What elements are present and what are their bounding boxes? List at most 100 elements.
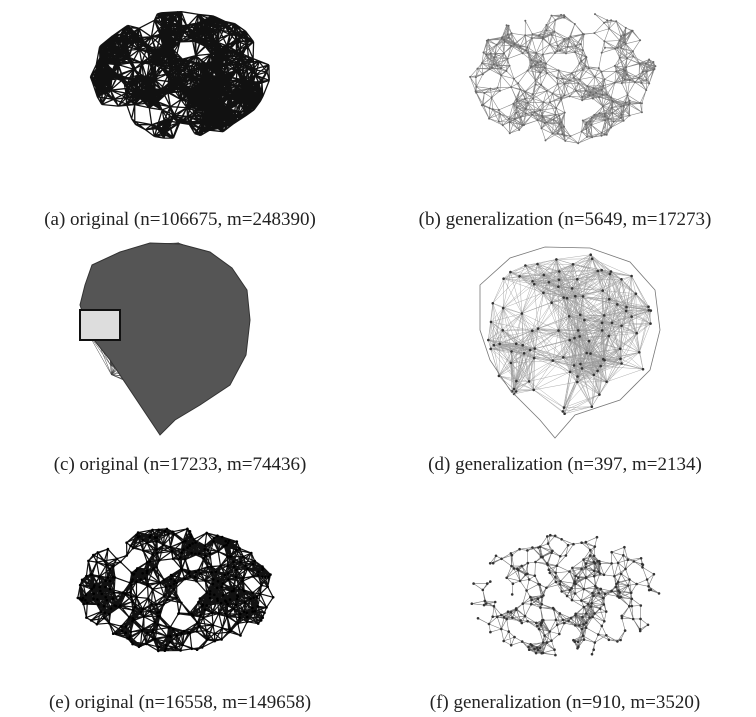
node — [141, 608, 144, 611]
node — [555, 619, 558, 622]
node — [569, 135, 571, 137]
node — [576, 278, 579, 281]
node — [535, 652, 538, 655]
node — [634, 81, 636, 83]
node — [131, 617, 134, 620]
node — [173, 533, 176, 536]
node — [621, 82, 623, 84]
graph-e — [77, 528, 275, 653]
node — [578, 335, 581, 338]
node — [232, 560, 235, 563]
node — [619, 57, 621, 59]
node — [220, 586, 223, 589]
node — [652, 69, 654, 71]
caption: (b) generalization (n=5649, m=17273) — [419, 209, 712, 230]
node — [591, 405, 594, 408]
node — [503, 616, 506, 619]
node — [625, 66, 627, 68]
node — [239, 613, 242, 616]
node — [632, 50, 634, 52]
node — [199, 597, 202, 600]
node — [144, 577, 147, 580]
node — [563, 83, 565, 85]
node — [539, 606, 542, 609]
node — [580, 568, 583, 571]
node — [592, 98, 594, 100]
node — [600, 269, 603, 272]
node — [561, 133, 563, 135]
node — [481, 104, 483, 106]
node — [155, 540, 158, 543]
node — [601, 89, 603, 91]
node — [521, 622, 524, 625]
node — [154, 621, 157, 624]
node — [635, 292, 638, 295]
node — [100, 610, 103, 613]
node — [582, 623, 585, 626]
node — [507, 630, 510, 633]
node — [104, 586, 107, 589]
node — [518, 275, 521, 278]
node — [560, 121, 562, 123]
node — [238, 547, 241, 550]
node — [554, 52, 556, 54]
node — [147, 597, 150, 600]
node — [620, 573, 623, 576]
node — [192, 614, 195, 617]
node — [526, 46, 528, 48]
node — [604, 47, 606, 49]
node — [164, 530, 167, 533]
node — [490, 321, 493, 324]
node — [542, 101, 544, 103]
node — [519, 88, 521, 90]
node — [518, 548, 521, 551]
node — [623, 34, 625, 36]
node — [539, 647, 542, 650]
node — [545, 63, 547, 65]
node — [585, 562, 588, 565]
node — [242, 577, 245, 580]
node — [574, 51, 576, 53]
node — [625, 43, 627, 45]
node — [239, 634, 242, 637]
node — [97, 551, 100, 554]
node — [157, 615, 160, 618]
node — [217, 580, 220, 583]
node — [189, 575, 192, 578]
node — [196, 648, 199, 651]
node — [500, 558, 503, 561]
node — [590, 602, 593, 605]
node — [532, 33, 534, 35]
node — [639, 39, 641, 41]
node — [565, 554, 568, 557]
node — [489, 580, 492, 583]
node — [227, 542, 230, 545]
node — [604, 134, 606, 136]
node — [249, 597, 252, 600]
node — [568, 315, 571, 318]
node — [129, 545, 132, 548]
node — [175, 597, 178, 600]
node — [574, 575, 577, 578]
node — [529, 643, 532, 646]
node — [560, 126, 562, 128]
node — [126, 554, 129, 557]
node — [525, 589, 528, 592]
node — [590, 605, 593, 608]
node — [213, 632, 216, 635]
node — [154, 638, 157, 641]
node — [175, 582, 178, 585]
node — [593, 374, 596, 377]
node — [592, 94, 594, 96]
node — [587, 603, 590, 606]
node — [509, 121, 511, 123]
node — [524, 34, 526, 36]
node — [563, 94, 565, 96]
node — [505, 577, 508, 580]
node — [236, 540, 239, 543]
node — [593, 87, 595, 89]
node — [581, 99, 583, 101]
node — [498, 343, 501, 346]
node — [536, 263, 539, 266]
node — [528, 578, 531, 581]
